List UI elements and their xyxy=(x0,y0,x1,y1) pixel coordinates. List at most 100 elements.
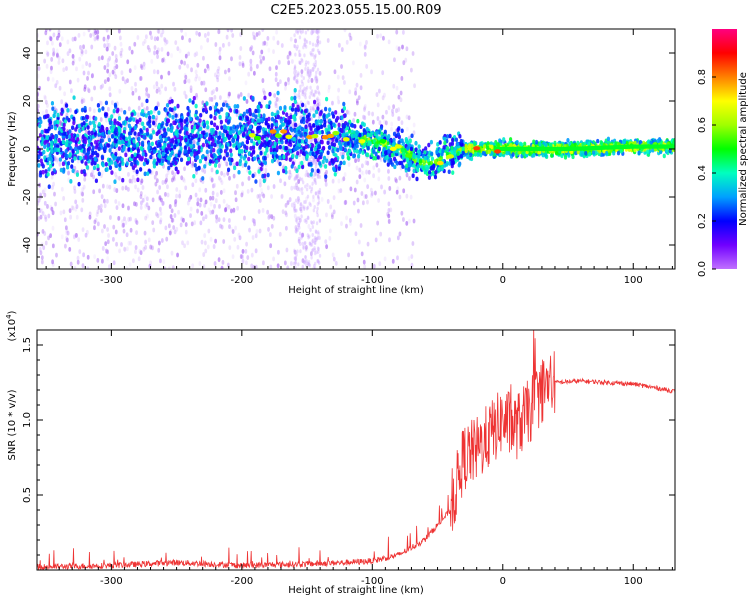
heatmap-cell xyxy=(360,163,364,169)
heatmap-cell xyxy=(300,57,303,62)
heatmap-cell xyxy=(263,95,267,101)
heatmap-cell xyxy=(298,207,302,212)
heatmap-cell xyxy=(371,119,375,125)
heatmap-cell xyxy=(297,198,301,203)
heatmap-cell xyxy=(211,195,215,201)
heatmap-cell xyxy=(294,265,297,269)
heatmap-cell xyxy=(300,30,303,35)
heatmap-cell xyxy=(314,74,318,79)
heatmap-cell xyxy=(242,156,246,161)
heatmap-cell xyxy=(302,156,305,161)
heatmap-cell xyxy=(324,239,328,245)
heatmap-cell xyxy=(352,200,356,206)
heatmap-cell xyxy=(227,157,231,162)
heatmap-cell xyxy=(261,98,264,104)
heatmap-cell xyxy=(220,265,224,269)
heatmap-cell xyxy=(274,101,278,106)
heatmap-cell xyxy=(43,231,47,236)
heatmap-cell xyxy=(342,106,347,111)
heatmap-cell xyxy=(226,29,230,33)
heatmap-cell xyxy=(198,202,202,208)
heatmap-cell xyxy=(291,102,295,108)
heatmap-cell xyxy=(301,241,304,246)
heatmap-cell xyxy=(312,208,316,213)
heatmap-cell xyxy=(316,48,320,53)
heatmap-cell xyxy=(400,210,404,216)
heatmap-cell xyxy=(381,70,385,76)
heatmap-cell xyxy=(176,252,179,258)
heatmap-cell xyxy=(312,157,315,162)
heatmap-cell xyxy=(464,143,468,149)
heatmap-cell xyxy=(133,65,137,71)
heatmap-cell xyxy=(55,53,59,59)
heatmap-cell xyxy=(316,258,320,263)
heatmap-cell xyxy=(293,64,297,69)
heatmap-cell xyxy=(317,200,321,205)
heatmap-cell xyxy=(301,102,305,108)
heatmap-cell xyxy=(101,183,105,189)
heatmap-cell xyxy=(377,167,381,173)
heatmap-cell xyxy=(315,90,318,95)
heatmap-cell xyxy=(82,70,86,76)
heatmap-cell xyxy=(269,147,273,153)
heatmap-cell xyxy=(115,58,118,63)
heatmap-cell xyxy=(237,93,240,99)
heatmap-cell xyxy=(295,182,298,188)
heatmap-cell xyxy=(210,90,214,96)
heatmap-cell xyxy=(133,178,137,183)
heatmap-cell xyxy=(303,260,306,265)
heatmap-cell xyxy=(317,196,320,201)
heatmap-cell xyxy=(307,173,310,178)
heatmap-cell xyxy=(176,169,180,175)
heatmap-cell xyxy=(237,232,241,238)
heatmap-cell xyxy=(326,199,330,204)
heatmap-cell xyxy=(68,246,72,252)
heatmap-cell xyxy=(318,235,321,240)
heatmap-cell xyxy=(228,175,231,181)
heatmap-cell xyxy=(218,46,222,52)
heatmap-cell xyxy=(314,109,319,115)
heatmap-cell xyxy=(158,90,162,95)
heatmap-cell xyxy=(286,200,290,205)
heatmap-cell xyxy=(315,230,318,235)
heatmap-cell xyxy=(401,44,404,50)
heatmap-cell xyxy=(313,64,317,69)
heatmap-cell xyxy=(204,87,208,93)
heatmap-cell xyxy=(263,160,268,166)
heatmap-cell xyxy=(184,94,188,100)
heatmap-cell xyxy=(227,218,231,223)
heatmap-cell xyxy=(139,194,143,200)
heatmap-cell xyxy=(293,201,296,206)
heatmap-cell xyxy=(130,161,134,167)
heatmap-cell xyxy=(222,188,226,194)
heatmap-cell xyxy=(251,95,255,101)
heatmap-cell xyxy=(327,84,331,90)
heatmap-cell xyxy=(317,101,321,107)
heatmap-cell xyxy=(137,256,141,262)
heatmap-cell xyxy=(299,88,302,93)
heatmap-cell xyxy=(108,86,112,92)
heatmap-cell xyxy=(100,55,104,61)
heatmap-cell xyxy=(311,248,314,253)
heatmap-cell xyxy=(310,255,313,260)
heatmap-cell xyxy=(238,55,242,60)
heatmap-cell xyxy=(190,67,193,73)
heatmap-cell xyxy=(130,49,134,55)
heatmap-cell xyxy=(155,170,158,176)
heatmap-cell xyxy=(40,208,44,214)
heatmap-cell xyxy=(299,149,303,154)
heatmap-cell xyxy=(64,243,67,249)
heatmap-cell xyxy=(412,122,416,128)
heatmap-cell xyxy=(302,245,305,250)
heatmap-cell xyxy=(237,148,242,154)
heatmap-cell xyxy=(41,110,45,116)
heatmap-cell xyxy=(51,225,55,231)
heatmap-cell xyxy=(277,97,281,103)
heatmap-cell xyxy=(192,143,196,149)
heatmap-cell xyxy=(298,231,302,236)
heatmap-cell xyxy=(354,87,358,93)
heatmap-cell xyxy=(40,141,44,147)
heatmap-cell xyxy=(45,50,49,56)
heatmap-cell xyxy=(305,246,309,252)
heatmap-cell xyxy=(168,113,172,118)
